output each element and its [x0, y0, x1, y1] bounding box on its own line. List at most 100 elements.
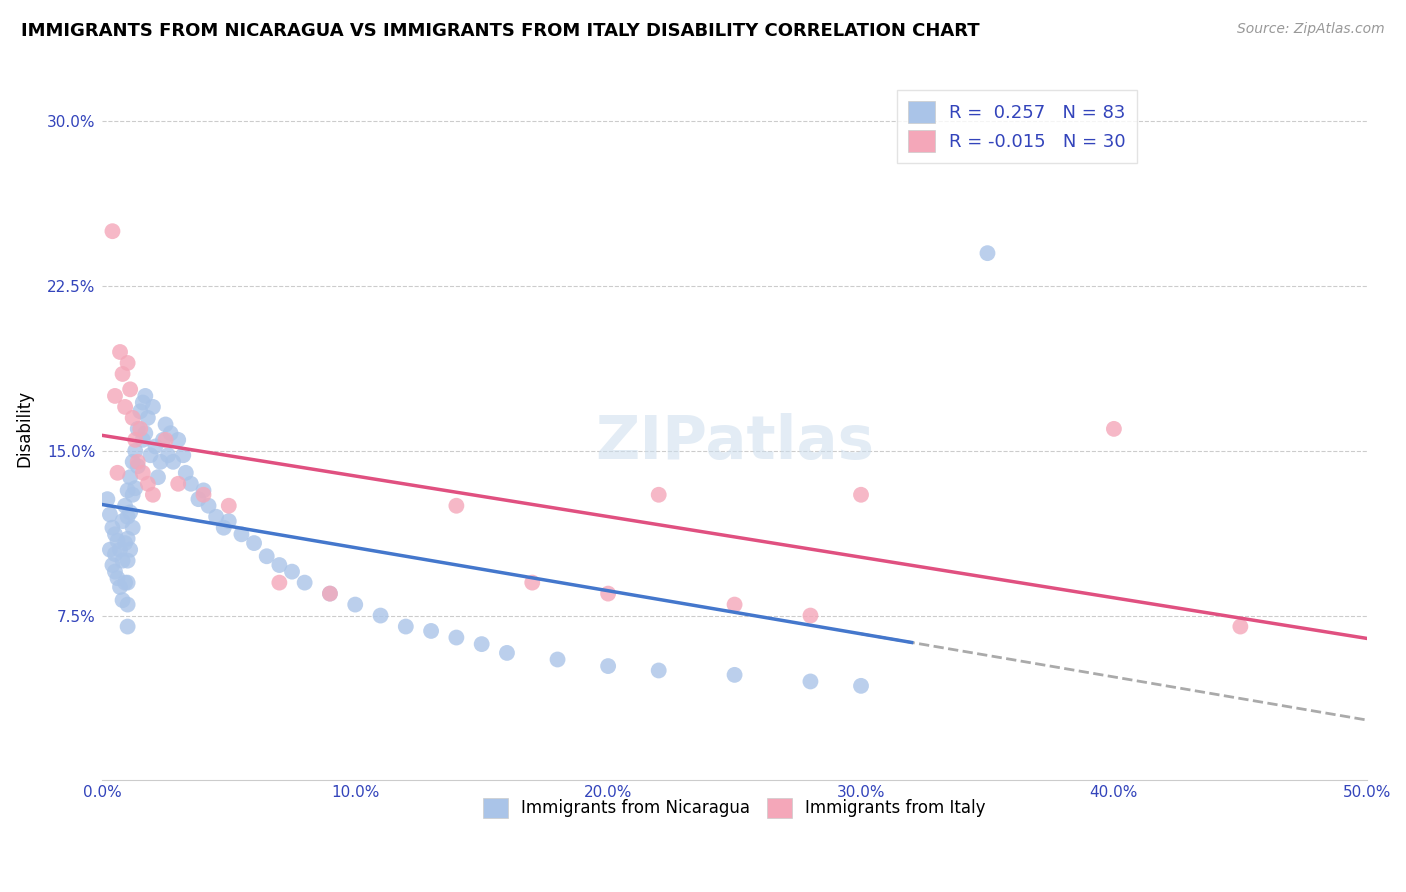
- Point: [124, 433, 146, 447]
- Point: [107, 466, 129, 480]
- Point: [142, 400, 165, 414]
- Point: [1229, 619, 1251, 633]
- Point: [124, 481, 146, 495]
- Point: [446, 631, 468, 645]
- Point: [117, 598, 139, 612]
- Point: [446, 499, 468, 513]
- Point: [114, 400, 136, 414]
- Point: [111, 514, 134, 528]
- Point: [281, 565, 304, 579]
- Point: [647, 488, 669, 502]
- Point: [256, 549, 278, 564]
- Point: [111, 593, 134, 607]
- Point: [598, 586, 620, 600]
- Point: [114, 536, 136, 550]
- Point: [104, 547, 127, 561]
- Point: [205, 509, 228, 524]
- Point: [120, 542, 142, 557]
- Point: [121, 455, 143, 469]
- Point: [243, 536, 266, 550]
- Point: [134, 426, 156, 441]
- Point: [108, 345, 131, 359]
- Point: [149, 455, 172, 469]
- Point: [139, 448, 162, 462]
- Point: [269, 575, 291, 590]
- Legend: Immigrants from Nicaragua, Immigrants from Italy: Immigrants from Nicaragua, Immigrants fr…: [477, 791, 993, 825]
- Point: [647, 664, 669, 678]
- Point: [155, 417, 177, 432]
- Point: [127, 422, 149, 436]
- Point: [370, 608, 392, 623]
- Point: [127, 455, 149, 469]
- Point: [319, 586, 342, 600]
- Point: [167, 476, 190, 491]
- Point: [547, 652, 569, 666]
- Point: [101, 521, 124, 535]
- Point: [269, 558, 291, 572]
- Point: [117, 483, 139, 498]
- Point: [136, 476, 159, 491]
- Point: [976, 246, 998, 260]
- Point: [167, 433, 190, 447]
- Point: [142, 488, 165, 502]
- Point: [395, 619, 418, 633]
- Point: [117, 554, 139, 568]
- Point: [121, 488, 143, 502]
- Point: [124, 443, 146, 458]
- Point: [134, 389, 156, 403]
- Point: [799, 674, 821, 689]
- Point: [212, 521, 235, 535]
- Point: [104, 565, 127, 579]
- Point: [96, 492, 118, 507]
- Point: [174, 466, 197, 480]
- Point: [104, 527, 127, 541]
- Point: [117, 509, 139, 524]
- Point: [849, 679, 872, 693]
- Point: [117, 575, 139, 590]
- Text: IMMIGRANTS FROM NICARAGUA VS IMMIGRANTS FROM ITALY DISABILITY CORRELATION CHART: IMMIGRANTS FROM NICARAGUA VS IMMIGRANTS …: [21, 22, 980, 40]
- Point: [120, 505, 142, 519]
- Point: [108, 542, 131, 557]
- Point: [120, 470, 142, 484]
- Point: [159, 426, 181, 441]
- Point: [598, 659, 620, 673]
- Point: [114, 499, 136, 513]
- Point: [121, 521, 143, 535]
- Point: [132, 466, 155, 480]
- Text: Source: ZipAtlas.com: Source: ZipAtlas.com: [1237, 22, 1385, 37]
- Point: [111, 367, 134, 381]
- Point: [129, 404, 152, 418]
- Point: [129, 422, 152, 436]
- Point: [193, 488, 215, 502]
- Point: [98, 542, 121, 557]
- Point: [114, 575, 136, 590]
- Point: [294, 575, 316, 590]
- Point: [799, 608, 821, 623]
- Point: [117, 619, 139, 633]
- Point: [193, 483, 215, 498]
- Point: [145, 439, 167, 453]
- Point: [420, 624, 443, 638]
- Point: [117, 356, 139, 370]
- Point: [101, 224, 124, 238]
- Point: [111, 554, 134, 568]
- Point: [197, 499, 219, 513]
- Point: [522, 575, 544, 590]
- Point: [127, 459, 149, 474]
- Y-axis label: Disability: Disability: [15, 391, 32, 467]
- Point: [849, 488, 872, 502]
- Point: [146, 470, 169, 484]
- Point: [117, 532, 139, 546]
- Point: [101, 558, 124, 572]
- Point: [132, 433, 155, 447]
- Point: [496, 646, 519, 660]
- Point: [136, 410, 159, 425]
- Point: [218, 499, 240, 513]
- Point: [723, 598, 745, 612]
- Point: [104, 389, 127, 403]
- Point: [98, 508, 121, 522]
- Point: [108, 580, 131, 594]
- Point: [723, 668, 745, 682]
- Point: [132, 395, 155, 409]
- Point: [107, 533, 129, 548]
